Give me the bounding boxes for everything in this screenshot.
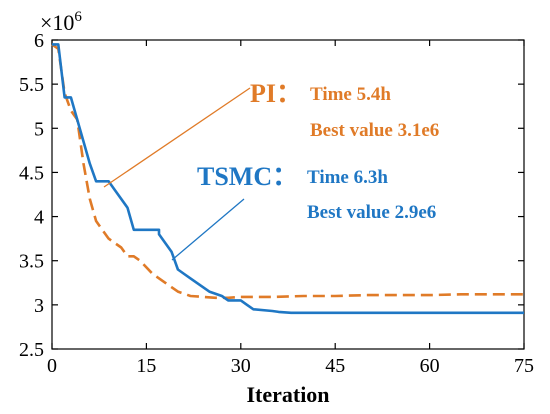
annotation-leader-0 [103, 87, 251, 188]
y-exponent-label: ×106 [40, 9, 82, 35]
plot-frame [51, 39, 525, 350]
x-tick-label: 60 [420, 355, 440, 377]
annotation-line-2: Best value 2.9e6 [307, 202, 436, 223]
axes: 0 15 30 45 60 75 2.5 3 3.5 4 4.5 5 5.5 6×106 Iteration [19, 9, 534, 407]
y-tick-label: 2.5 [19, 339, 44, 361]
x-tick-label: 45 [325, 355, 345, 377]
y-tick-label: 4.5 [19, 162, 44, 184]
x-tick-label: 30 [231, 355, 251, 377]
series-layer [51, 43, 524, 315]
annotation-label: PI： [250, 79, 302, 108]
x-tick-label: 15 [136, 355, 156, 377]
y-tick-label: 3 [34, 295, 44, 317]
series-line-pi [51, 43, 524, 300]
annotation-line-2: Best value 3.1e6 [310, 120, 439, 141]
y-tick-label: 5 [34, 118, 44, 140]
annotation-label: TSMC： [197, 162, 298, 191]
y-tick-label: 6 [34, 30, 44, 52]
x-axis-label: Iteration [246, 382, 329, 407]
annotation-leader-1 [171, 198, 245, 261]
annotation-line-1: Time 5.4h [310, 84, 391, 105]
y-tick-label: 4 [34, 207, 44, 229]
annotation-line-1: Time 6.3h [307, 167, 388, 188]
x-tick-label: 0 [47, 355, 57, 377]
y-tick-label: 5.5 [19, 74, 44, 96]
x-tick-label: 75 [514, 355, 534, 377]
series-line-tsmc [52, 43, 524, 315]
y-tick-label: 3.5 [19, 251, 44, 273]
annotation-layer: PI： Time 5.4h Best value 3.1e6 TSMC： Time 6.… [103, 79, 439, 261]
